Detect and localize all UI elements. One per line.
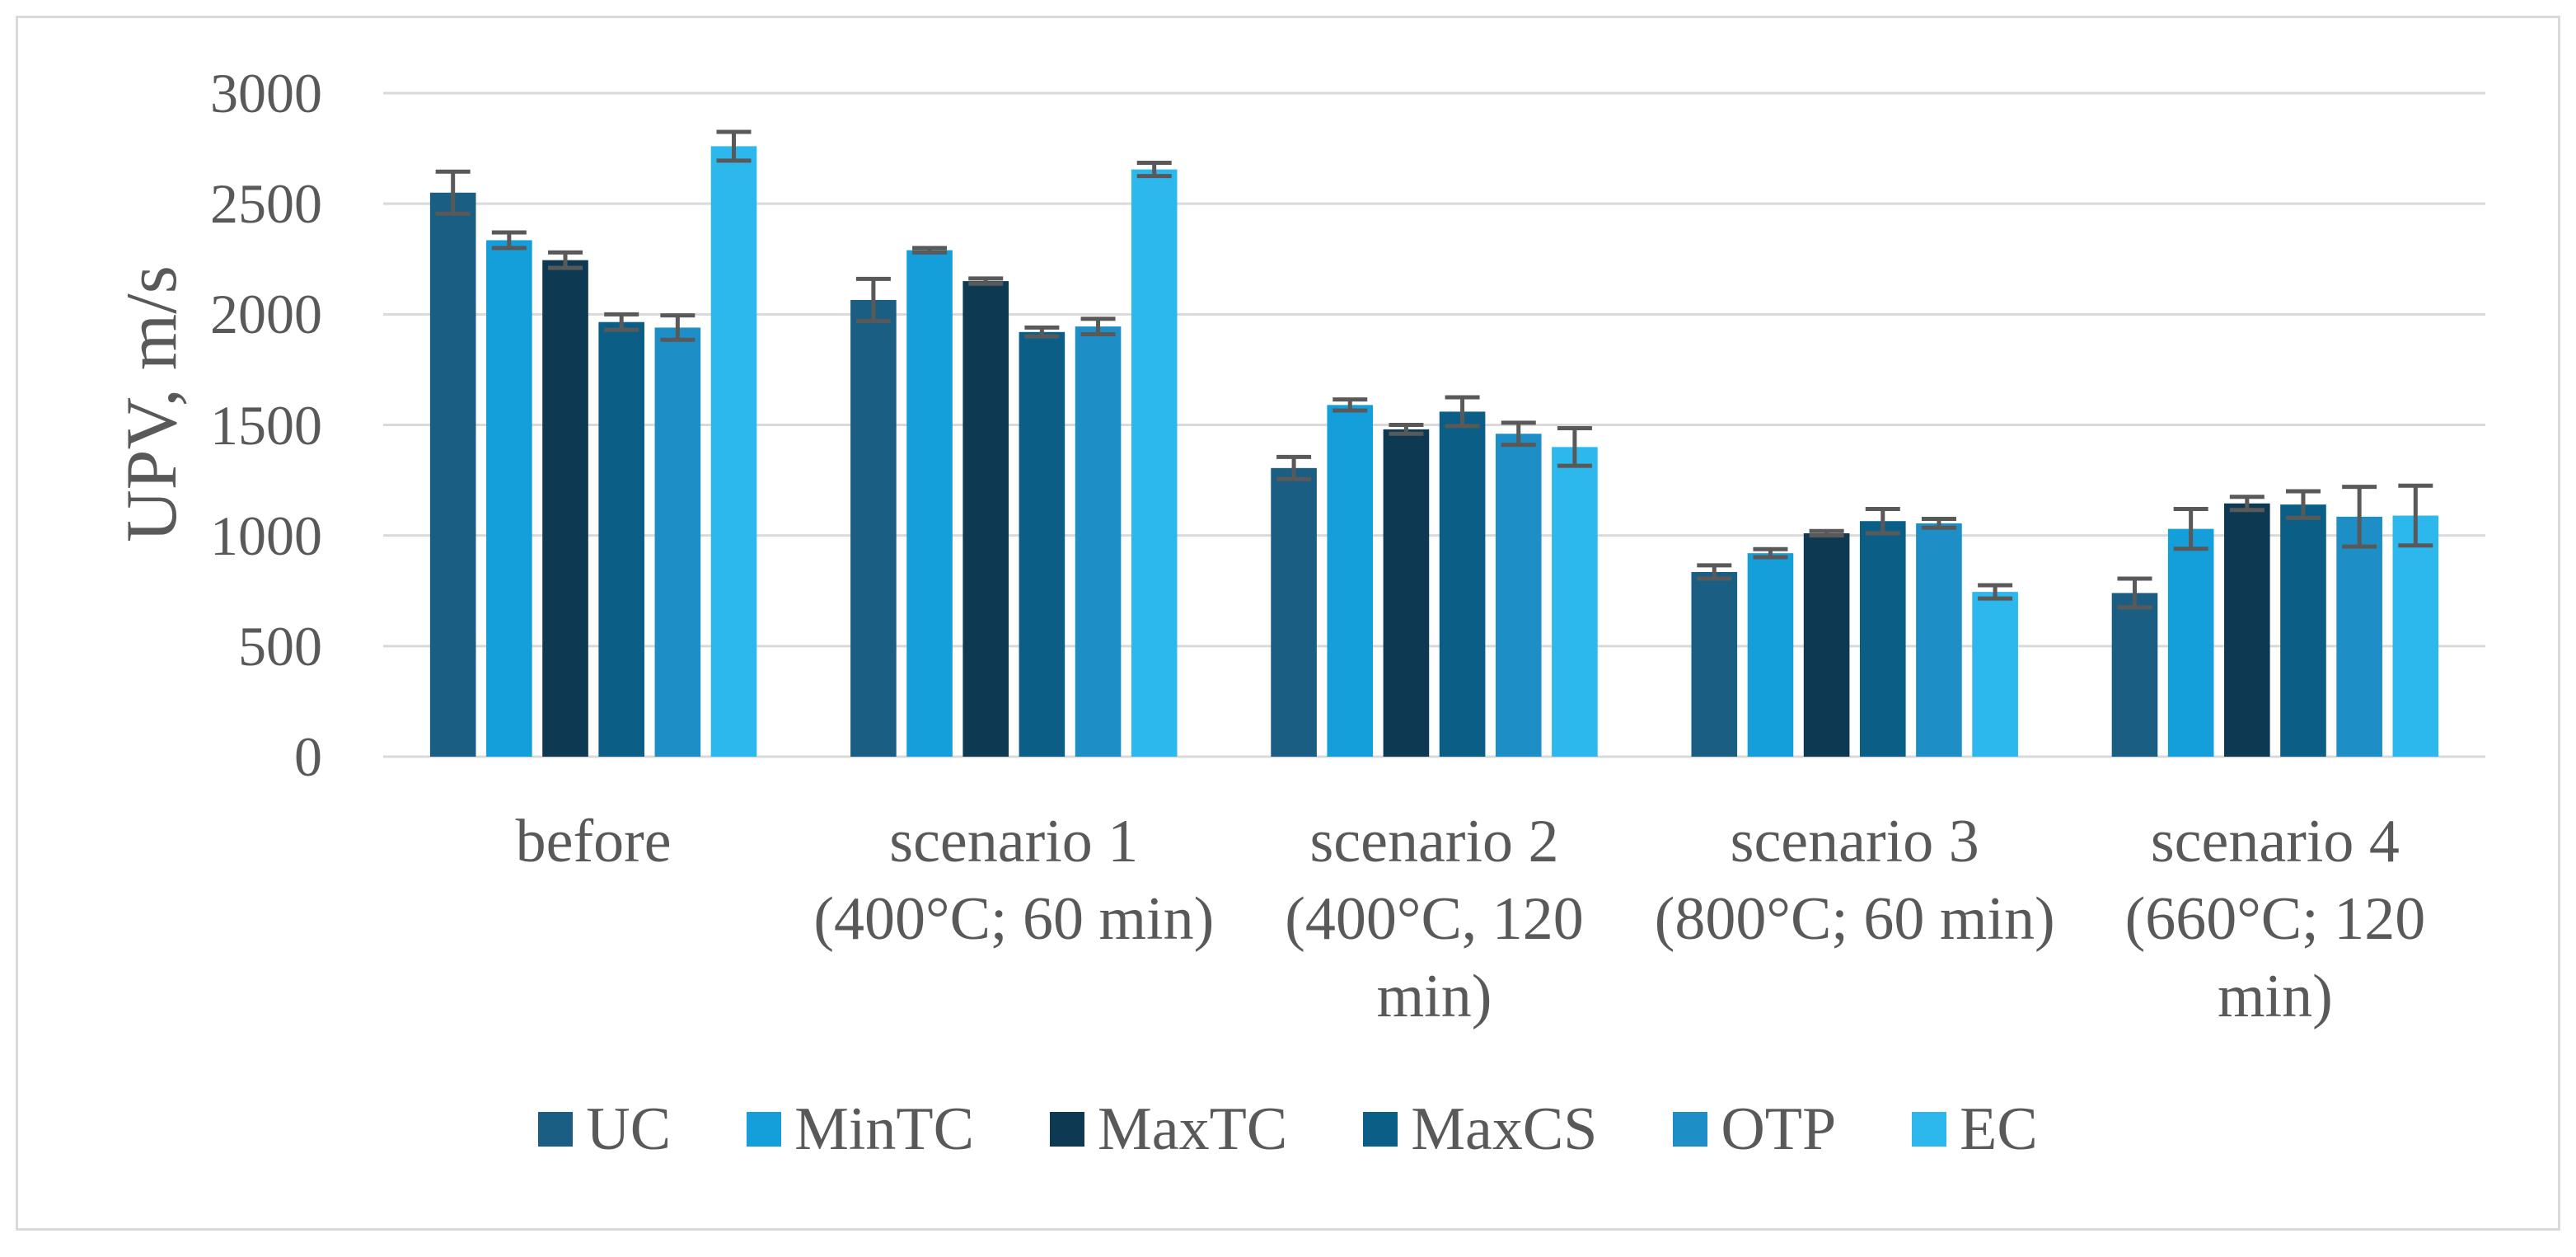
x-category-label-scenario-4: scenario 4 (660°C; 120 min) bbox=[2124, 808, 2426, 1030]
y-tick-label-1500: 1500 bbox=[210, 393, 322, 457]
bar-maxtc-scenario-1 bbox=[962, 281, 1009, 757]
bar-ec-before bbox=[710, 146, 757, 757]
error-bar-ec-before bbox=[716, 129, 752, 163]
legend-label-maxcs: MaxCS bbox=[1411, 1095, 1598, 1163]
bars bbox=[429, 146, 2439, 757]
legend-swatch-mintc bbox=[747, 1112, 782, 1147]
bar-mintc-scenario-4 bbox=[2167, 528, 2214, 757]
error-bar-ec-scenario-3 bbox=[1978, 583, 2013, 601]
chart-frame bbox=[16, 16, 2560, 1231]
y-tick-label-1000: 1000 bbox=[210, 504, 322, 567]
bar-uc-before bbox=[429, 192, 476, 757]
error-bar-otp-scenario-3 bbox=[1921, 517, 1956, 530]
legend-item-mintc: MinTC bbox=[747, 1090, 974, 1168]
y-tick-label-3000: 3000 bbox=[210, 62, 322, 124]
legend-item-otp: OTP bbox=[1673, 1090, 1836, 1168]
y-tick-label-2000: 2000 bbox=[210, 283, 322, 346]
error-bar-maxcs-scenario-1 bbox=[1024, 325, 1060, 339]
bar-otp-before bbox=[654, 327, 701, 757]
x-category-label-before: before bbox=[515, 808, 672, 875]
bar-maxcs-scenario-3 bbox=[1859, 521, 1906, 757]
legend-item-maxtc: MaxTC bbox=[1050, 1090, 1287, 1168]
legend-label-mintc: MinTC bbox=[794, 1095, 974, 1163]
error-bar-maxcs-scenario-3 bbox=[1865, 506, 1900, 536]
bar-maxcs-before bbox=[598, 321, 644, 757]
error-bar-maxtc-before bbox=[548, 250, 583, 270]
error-bar-mintc-before bbox=[491, 230, 527, 251]
y-tick-label-2500: 2500 bbox=[210, 172, 322, 236]
error-bar-ec-scenario-2 bbox=[1557, 426, 1592, 468]
bar-mintc-scenario-2 bbox=[1327, 405, 1374, 757]
legend-label-uc: UC bbox=[586, 1095, 672, 1163]
legend-swatch-ec bbox=[1912, 1112, 1947, 1147]
bar-mintc-before bbox=[486, 240, 532, 757]
bar-maxtc-scenario-4 bbox=[2224, 503, 2270, 757]
error-bar-mintc-scenario-2 bbox=[1332, 397, 1368, 413]
legend-item-ec: EC bbox=[1912, 1090, 2038, 1168]
error-bar-mintc-scenario-3 bbox=[1753, 546, 1788, 560]
bar-maxtc-scenario-3 bbox=[1803, 532, 1850, 757]
error-bar-maxcs-before bbox=[604, 312, 639, 332]
bar-maxtc-scenario-2 bbox=[1383, 429, 1430, 757]
bar-mintc-scenario-1 bbox=[906, 250, 953, 757]
legend: UC MinTC MaxTC MaxCS OTP EC bbox=[0, 1090, 2576, 1168]
error-bar-ec-scenario-4 bbox=[2398, 483, 2433, 548]
bar-ec-scenario-3 bbox=[1972, 592, 2018, 757]
error-bar-maxcs-scenario-4 bbox=[2285, 489, 2321, 520]
bar-otp-scenario-4 bbox=[2336, 516, 2382, 757]
bar-uc-scenario-2 bbox=[1271, 467, 1317, 757]
error-bar-uc-before bbox=[435, 169, 471, 216]
bar-maxcs-scenario-4 bbox=[2280, 504, 2326, 757]
legend-swatch-uc bbox=[538, 1112, 574, 1147]
error-bar-maxtc-scenario-2 bbox=[1389, 423, 1424, 436]
legend-label-maxtc: MaxTC bbox=[1098, 1095, 1288, 1163]
error-bar-maxtc-scenario-3 bbox=[1809, 528, 1844, 538]
bar-maxcs-scenario-1 bbox=[1019, 331, 1066, 757]
error-bar-otp-scenario-4 bbox=[2342, 485, 2377, 549]
bar-maxtc-before bbox=[542, 260, 588, 757]
error-bar-otp-scenario-2 bbox=[1501, 420, 1536, 448]
error-bar-otp-before bbox=[660, 313, 696, 342]
error-bar-otp-scenario-1 bbox=[1080, 317, 1116, 336]
error-bar-mintc-scenario-1 bbox=[912, 246, 948, 255]
bar-ec-scenario-2 bbox=[1552, 447, 1598, 757]
bar-uc-scenario-1 bbox=[850, 299, 897, 757]
error-bar-mintc-scenario-4 bbox=[2173, 506, 2208, 551]
error-bars bbox=[435, 129, 2433, 610]
bar-otp-scenario-3 bbox=[1916, 523, 1962, 757]
legend-label-ec: EC bbox=[1960, 1095, 2038, 1163]
error-bar-maxtc-scenario-1 bbox=[968, 276, 1004, 286]
bar-uc-scenario-4 bbox=[2111, 593, 2158, 757]
bar-mintc-scenario-3 bbox=[1747, 553, 1794, 757]
error-bar-ec-scenario-1 bbox=[1136, 161, 1172, 179]
bar-maxcs-scenario-2 bbox=[1439, 411, 1486, 757]
x-category-label-scenario-1: scenario 1 (400°C; 60 min) bbox=[813, 808, 1215, 953]
error-bar-uc-scenario-2 bbox=[1276, 454, 1312, 481]
bar-uc-scenario-3 bbox=[1691, 571, 1738, 757]
error-bar-uc-scenario-3 bbox=[1697, 563, 1732, 581]
error-bar-maxtc-scenario-4 bbox=[2229, 495, 2265, 513]
bar-ec-scenario-1 bbox=[1131, 169, 1178, 757]
bar-otp-scenario-1 bbox=[1075, 326, 1122, 757]
error-bar-maxcs-scenario-2 bbox=[1445, 395, 1480, 429]
y-tick-label-0: 0 bbox=[294, 725, 322, 788]
legend-item-maxcs: MaxCS bbox=[1363, 1090, 1597, 1168]
legend-item-uc: UC bbox=[538, 1090, 671, 1168]
bar-ec-scenario-4 bbox=[2392, 515, 2439, 757]
y-tick-label-500: 500 bbox=[238, 614, 322, 678]
bar-otp-scenario-2 bbox=[1495, 434, 1542, 757]
legend-swatch-maxtc bbox=[1050, 1112, 1084, 1147]
legend-label-otp: OTP bbox=[1721, 1095, 1837, 1163]
x-category-label-scenario-2: scenario 2 (400°C, 120 min) bbox=[1285, 808, 1584, 1030]
legend-swatch-maxcs bbox=[1363, 1112, 1398, 1147]
x-category-label-scenario-3: scenario 3 (800°C; 60 min) bbox=[1654, 808, 2055, 953]
legend-swatch-otp bbox=[1673, 1112, 1708, 1147]
error-bar-uc-scenario-1 bbox=[855, 276, 891, 323]
error-bar-uc-scenario-4 bbox=[2117, 576, 2152, 610]
